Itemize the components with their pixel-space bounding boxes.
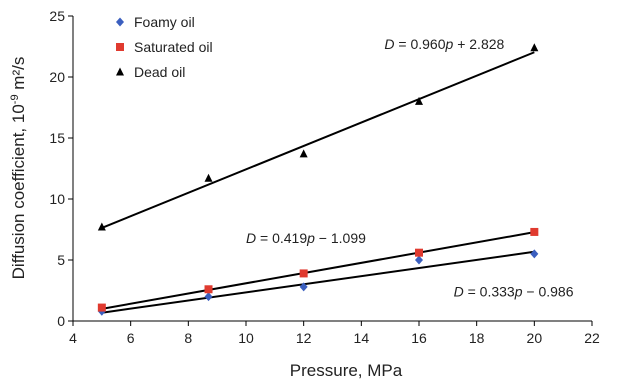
data-point bbox=[204, 285, 213, 294]
data-point bbox=[415, 255, 423, 265]
x-tick-label: 20 bbox=[527, 330, 543, 346]
data-point bbox=[299, 269, 308, 278]
data-point bbox=[415, 96, 423, 105]
x-tick-label: 18 bbox=[469, 330, 485, 346]
y-tick-label: 25 bbox=[49, 8, 65, 24]
x-tick-label: 22 bbox=[584, 330, 600, 346]
x-tick-label: 6 bbox=[127, 330, 135, 346]
x-tick-label: 14 bbox=[354, 330, 370, 346]
legend-label: Dead oil bbox=[134, 64, 185, 80]
fit-line bbox=[101, 250, 535, 314]
data-point bbox=[299, 149, 308, 158]
y-tick-label: 5 bbox=[57, 252, 65, 268]
y-axis-title-sup: -9 bbox=[9, 94, 21, 104]
data-point bbox=[530, 227, 539, 236]
y-axis-title: Diffusion coefficient, 10-9 m²/s bbox=[9, 57, 28, 280]
data-point bbox=[97, 303, 106, 312]
x-tick-label: 10 bbox=[238, 330, 254, 346]
data-point bbox=[204, 292, 213, 302]
x-tick-label: 4 bbox=[69, 330, 77, 346]
legend-marker bbox=[116, 43, 124, 51]
equation-label: D = 0.960p + 2.828 bbox=[384, 36, 504, 52]
y-tick-label: 10 bbox=[49, 191, 65, 207]
fit-line bbox=[101, 51, 535, 229]
y-tick-label: 20 bbox=[49, 69, 65, 85]
data-point bbox=[97, 222, 106, 231]
data-point bbox=[530, 43, 539, 52]
y-axis-title-unit: m²/s bbox=[9, 57, 28, 95]
equation-label: D = 0.333p − 0.986 bbox=[454, 284, 574, 300]
data-point bbox=[415, 248, 423, 257]
x-tick-label: 12 bbox=[296, 330, 312, 346]
data-point bbox=[299, 282, 308, 292]
axes: 4 6 8 10 12 14 16 18 20 22 0 5 10 15 20 25 bbox=[49, 8, 600, 346]
y-tick-label: 15 bbox=[49, 130, 65, 146]
y-axis-title-main: Diffusion coefficient, 10 bbox=[9, 104, 28, 279]
legend: Foamy oil Saturated oil Dead oil bbox=[116, 14, 213, 80]
x-tick-label: 16 bbox=[411, 330, 427, 346]
equation-label: D = 0.419p − 1.099 bbox=[246, 230, 366, 246]
equations: D = 0.960p + 2.828 D = 0.419p − 1.099 D = … bbox=[246, 36, 574, 300]
data-points bbox=[97, 43, 539, 316]
legend-marker bbox=[116, 17, 124, 27]
data-point bbox=[204, 173, 213, 182]
legend-label: Foamy oil bbox=[134, 14, 195, 30]
x-tick-label: 8 bbox=[184, 330, 192, 346]
legend-marker bbox=[116, 67, 124, 76]
x-axis-title: Pressure, MPa bbox=[290, 361, 403, 380]
y-tick-label: 0 bbox=[57, 313, 65, 329]
fit-line bbox=[101, 231, 535, 310]
legend-label: Saturated oil bbox=[134, 39, 213, 55]
data-point bbox=[530, 249, 539, 259]
fit-lines bbox=[101, 51, 535, 314]
